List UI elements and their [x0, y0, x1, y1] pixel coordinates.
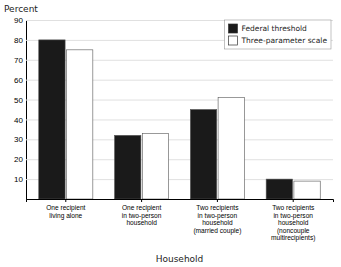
bar: [218, 98, 244, 199]
bar: [39, 40, 65, 199]
legend-swatch: [229, 24, 238, 33]
y-tick-label: 80: [14, 36, 23, 45]
y-tick-label: 50: [14, 96, 23, 105]
x-tick: One recipientliving alone: [46, 199, 85, 219]
legend-item: Federal threshold: [229, 24, 308, 33]
tick-mark: [217, 199, 218, 202]
x-tick: One recipientin two-personhousehold: [122, 199, 162, 226]
x-tick: Two recipientsin two-personhousehold(mar…: [193, 199, 241, 235]
tick-mark: [141, 199, 142, 202]
legend-item: Three-parameter scale: [229, 36, 328, 45]
legend-label: Federal threshold: [242, 24, 308, 33]
y-tick-label: 20: [14, 155, 23, 164]
x-tick-label: One recipientliving alone: [46, 204, 85, 220]
bar: [266, 179, 292, 199]
y-tick-label: 30: [14, 135, 23, 144]
y-axis-title: Percent: [4, 4, 38, 14]
tick-mark: [65, 199, 66, 202]
bar: [190, 110, 216, 200]
legend-swatch: [229, 36, 238, 45]
bar: [115, 135, 141, 199]
x-tick: Two recipientsin two-personhousehold(non…: [271, 199, 315, 242]
x-axis-title: Household: [156, 254, 204, 264]
y-tick-label: 90: [14, 16, 23, 25]
legend-label: Three-parameter scale: [241, 36, 328, 45]
bar: [66, 50, 92, 199]
x-tick-label: Two recipientsin two-personhousehold(non…: [271, 204, 315, 242]
x-tick-label: One recipientin two-personhousehold: [122, 204, 162, 226]
y-axis: 10 20 30 40 50 60 70 80 90: [14, 16, 333, 199]
y-tick-label: 10: [14, 175, 23, 184]
bars: [39, 40, 320, 199]
y-tick-label: 60: [14, 76, 23, 85]
x-axis-line: [27, 200, 334, 203]
chart: 10 20 30 40 50 60 70 80 90 One recipientliving al…: [0, 0, 341, 267]
tick-mark: [293, 199, 294, 202]
bar: [294, 181, 320, 199]
legend: Federal threshold Three-parameter scale: [225, 20, 332, 49]
y-tick-label: 70: [14, 56, 23, 65]
bar: [142, 133, 168, 199]
y-tick-label: 40: [14, 116, 23, 125]
x-axis: One recipientliving alone One recipientin…: [27, 199, 334, 242]
plot: 10 20 30 40 50 60 70 80 90 One recipientliving al…: [14, 16, 333, 242]
y-axis-line: [27, 21, 334, 200]
x-tick-label: Two recipientsin two-personhousehold(mar…: [193, 204, 241, 235]
legend-frame: [225, 20, 332, 49]
